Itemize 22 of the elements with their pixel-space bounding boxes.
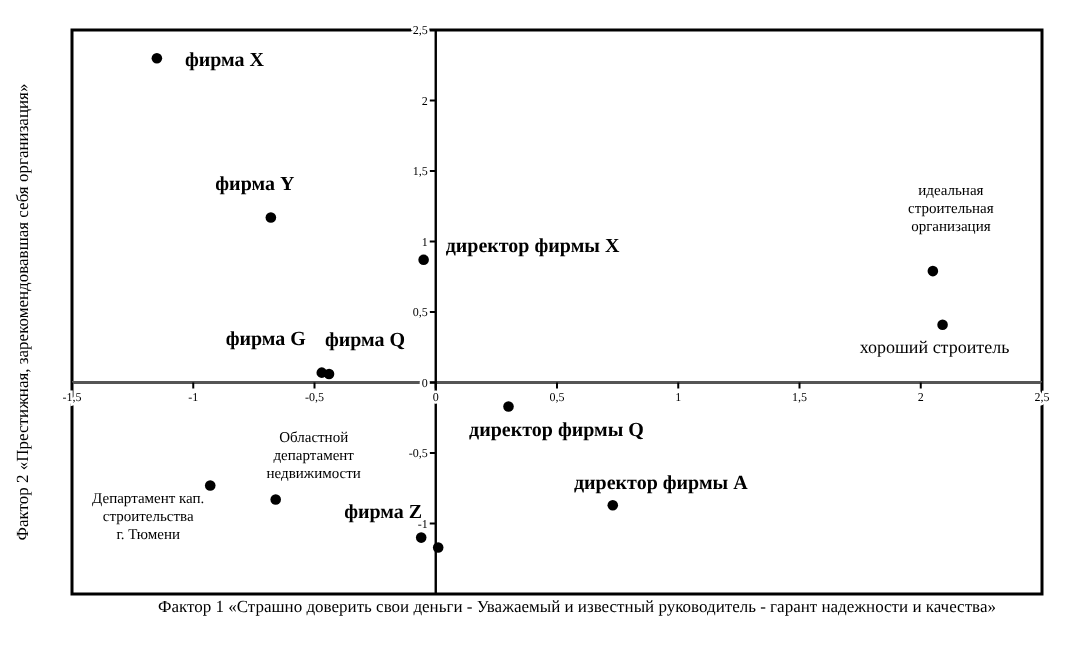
point — [270, 494, 281, 505]
point — [937, 319, 948, 330]
annotation: хороший строитель — [859, 336, 1010, 357]
point — [204, 480, 216, 491]
point — [607, 499, 619, 511]
annotation: фирма Q — [324, 330, 406, 353]
annotation: фирма X — [184, 50, 266, 73]
y-axis-title: Фактор 2 «Престижная, зарекомендовавшая себя организация» — [12, 83, 32, 541]
point — [265, 212, 277, 223]
point — [418, 254, 429, 266]
point — [151, 52, 163, 64]
point — [432, 542, 444, 553]
x-axis-title: Фактор 1 «Страшно доверить свои деньги - Уважаемый и известный руководитель - гарант надежности и качества» — [158, 596, 996, 616]
point — [503, 401, 514, 412]
annotation: фирма Y — [215, 173, 296, 196]
annotation: фирма G — [225, 328, 307, 351]
annotation: директор фирмы A — [573, 473, 750, 496]
point — [927, 265, 939, 277]
point — [415, 532, 427, 543]
annotation: директор фирмы Q — [469, 420, 645, 443]
annotation: директор фирмы X — [445, 235, 621, 258]
point — [323, 368, 335, 380]
